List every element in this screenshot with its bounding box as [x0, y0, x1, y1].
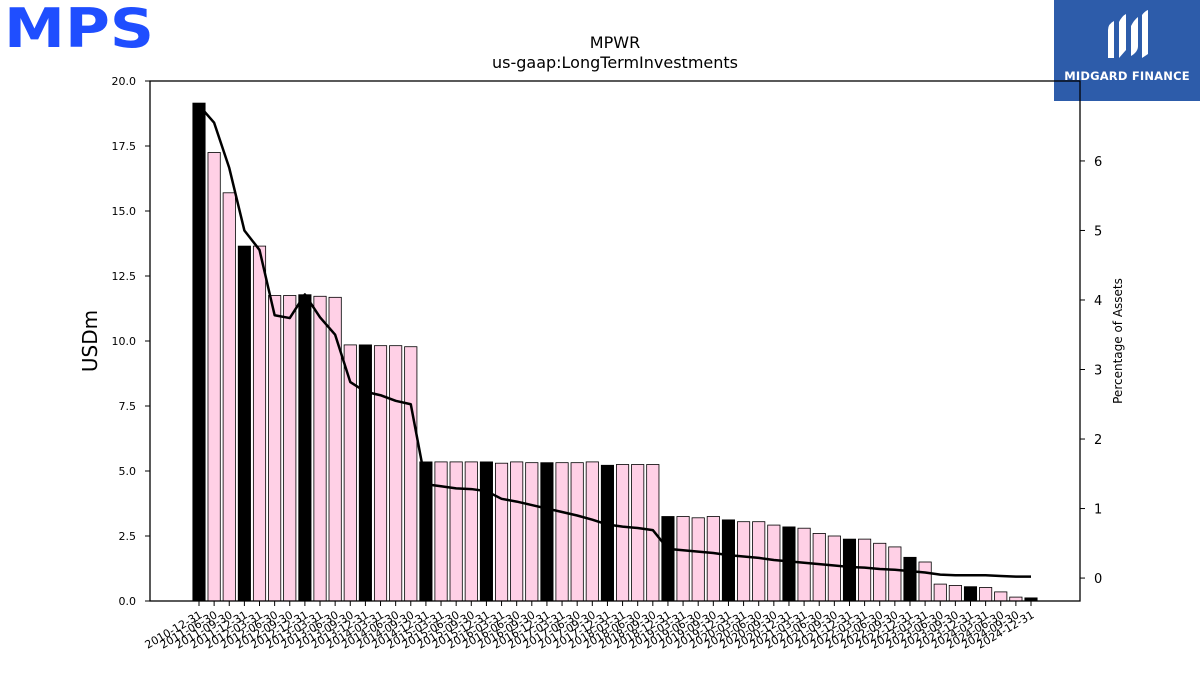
- bar-2020-09-30: [767, 524, 781, 602]
- bar-2012-09-30: [283, 295, 297, 602]
- bar-2017-12-31: [600, 464, 614, 602]
- bar-2016-03-31: [494, 462, 509, 602]
- y-tick-label: 10.0: [112, 335, 137, 348]
- percentage-line: [198, 104, 1031, 578]
- bar-2023-12-31: [963, 586, 978, 602]
- y2-tick-label: 0: [1094, 572, 1102, 587]
- y-axis-left: 0.0 2.5 5.0 7.5 10.0 12.5 15.0 17.5 20.0: [112, 75, 150, 608]
- bar-2011-09-30: [222, 192, 236, 602]
- bar-2015-12-31: [479, 461, 493, 602]
- bar-2016-09-30: [525, 462, 539, 602]
- bar-2017-09-30: [585, 461, 599, 602]
- bar-2018-03-31: [616, 464, 630, 602]
- y-tick-label: 15.0: [112, 205, 137, 218]
- bar-2016-06-30: [510, 461, 524, 602]
- bar-2013-06-30: [328, 296, 342, 602]
- bar-2012-03-31: [252, 245, 267, 602]
- bar-2011-12-31: [237, 245, 251, 602]
- x-axis: 2010-12-312011-06-302011-09-302011-12-31…: [143, 601, 1037, 652]
- bar-2022-12-31: [903, 556, 917, 602]
- y-tick-label: 0.0: [119, 595, 137, 608]
- y-tick-label: 7.5: [119, 400, 137, 413]
- bar-2019-12-31: [721, 519, 735, 602]
- bar-2014-03-31: [373, 345, 388, 602]
- y-axis-right: 0 1 2 3 4 5 6: [1080, 155, 1102, 587]
- bar-2019-03-31: [676, 516, 690, 602]
- bar-2018-06-30: [631, 464, 645, 602]
- bar-2022-03-31: [858, 538, 872, 602]
- bar-2015-06-30: [449, 461, 463, 602]
- midgard-logo-text: MIDGARD FINANCE: [1064, 69, 1190, 83]
- bar-2020-03-31: [737, 521, 751, 602]
- bar-2023-06-30: [933, 583, 947, 602]
- bar-2014-09-30: [404, 346, 418, 602]
- y-tick-label: 2.5: [119, 530, 137, 543]
- bar-2012-12-31: [298, 294, 312, 602]
- bar-2013-12-31: [358, 344, 372, 602]
- bar-2018-12-31: [661, 516, 675, 602]
- bar-2018-09-30: [646, 464, 660, 602]
- bar-2023-03-31: [918, 561, 932, 602]
- bar-2021-03-31: [797, 527, 811, 602]
- bar-2017-06-30: [570, 462, 584, 602]
- bar-2016-12-31: [540, 462, 554, 602]
- bar-2013-03-31: [313, 295, 327, 602]
- bar-2019-09-30: [706, 516, 720, 602]
- bar-2015-09-30: [464, 461, 478, 602]
- mps-logo-text: MPS: [4, 4, 154, 50]
- bar-2021-06-30: [812, 533, 826, 602]
- bar-2021-09-30: [827, 535, 841, 602]
- y2-tick-label: 6: [1094, 155, 1102, 170]
- chart-subtitle: us-gaap:LongTermInvestments: [492, 53, 738, 72]
- bar-2019-06-30: [691, 517, 705, 602]
- y2-tick-label: 3: [1094, 364, 1102, 379]
- bars-group: [192, 102, 1038, 602]
- y2-axis-label: Percentage of Assets: [1111, 278, 1125, 404]
- mps-logo: MPS: [4, 4, 154, 50]
- bar-2023-09-30: [948, 585, 962, 602]
- bar-2022-06-30: [873, 542, 887, 602]
- bar-2010-12-31: [192, 102, 206, 602]
- y2-tick-label: 2: [1094, 433, 1102, 448]
- y-tick-label: 17.5: [112, 140, 137, 153]
- y-axis-label: USDm: [78, 310, 102, 372]
- bar-2022-09-30: [888, 546, 902, 602]
- chart-title: MPWR: [590, 33, 640, 52]
- plot-area: [149, 80, 1081, 602]
- bar-2021-12-31: [842, 538, 857, 602]
- y-tick-label: 20.0: [112, 75, 137, 88]
- midgard-finance-logo: MIDGARD FINANCE: [1054, 0, 1200, 101]
- midgard-emblem-icon: [1108, 10, 1148, 58]
- bar-2017-03-31: [555, 462, 569, 602]
- bar-2014-06-30: [389, 345, 403, 602]
- y2-tick-label: 5: [1094, 224, 1102, 239]
- y-tick-label: 5.0: [119, 465, 137, 478]
- y-tick-label: 12.5: [112, 270, 137, 283]
- bar-2012-06-30: [268, 295, 282, 602]
- y2-tick-label: 1: [1094, 503, 1102, 518]
- bar-2024-06-30: [994, 591, 1008, 602]
- bar-2011-06-30: [207, 152, 221, 602]
- y2-tick-label: 4: [1094, 294, 1102, 309]
- bar-2015-03-31: [434, 461, 448, 602]
- bar-2020-12-31: [782, 526, 796, 602]
- bar-2024-03-31: [979, 587, 993, 602]
- bar-2020-06-30: [752, 521, 766, 602]
